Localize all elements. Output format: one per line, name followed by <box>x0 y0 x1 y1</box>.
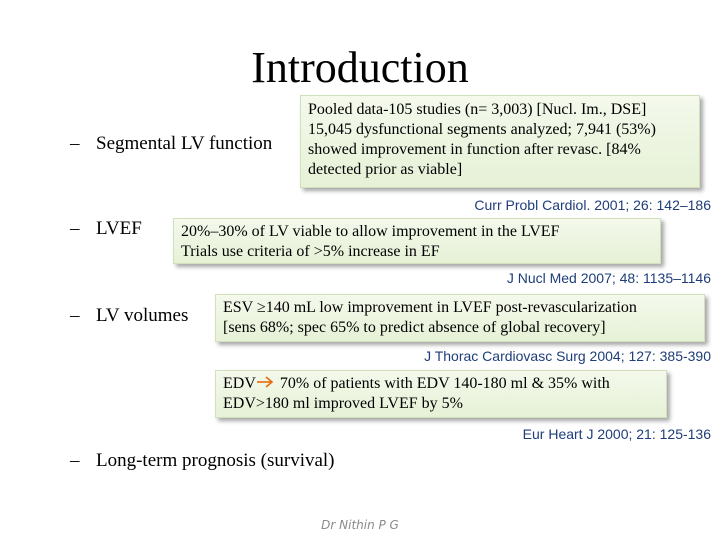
lv-volumes-esv-box: ESV ≥140 mL low improvement in LVEF post… <box>215 294 705 342</box>
edv-text: 70% of patients with EDV 140-180 ml & 35… <box>275 375 610 392</box>
bullet-dash: – <box>70 305 80 326</box>
citation-eur-heart-j: Eur Heart J 2000; 21: 125-136 <box>522 426 711 442</box>
bullet-label: Segmental LV function <box>96 133 273 154</box>
bullet-lvef: – LVEF <box>70 218 142 240</box>
slide-title: Introduction <box>251 43 469 92</box>
box-line: EDV 70% of patients with EDV 140-180 ml … <box>223 374 659 394</box>
bullet-label: LVEF <box>96 218 142 239</box>
citation-j-nucl-med: J Nucl Med 2007; 48: 1135–1146 <box>506 270 711 286</box>
slide-footer: Dr Nithin P G <box>321 518 399 532</box>
bullet-segmental-lv-function: – Segmental LV function <box>70 133 272 155</box>
citation-curr-probl-cardiol: Curr Probl Cardiol. 2001; 26: 142–186 <box>474 197 711 213</box>
segmental-lv-function-box: Pooled data-105 studies (n= 3,003) [Nucl… <box>300 95 700 188</box>
box-line: EDV>180 ml improved LVEF by 5% <box>223 395 463 412</box>
right-arrow-icon <box>256 375 276 389</box>
box-line: [sens 68%; spec 65% to predict absence o… <box>223 319 606 336</box>
box-line: showed improvement in function after rev… <box>308 141 641 158</box>
citation-j-thorac-cardiovasc-surg: J Thorac Cardiovasc Surg 2004; 127: 385-… <box>424 348 711 364</box>
box-line: Pooled data-105 studies (n= 3,003) [Nucl… <box>308 101 647 118</box>
bullet-long-term-prognosis: – Long-term prognosis (survival) <box>70 450 335 472</box>
bullet-dash: – <box>70 133 80 154</box>
lvef-box: 20%–30% of LV viable to allow improvemen… <box>173 218 661 264</box>
bullet-lv-volumes: – LV volumes <box>70 305 188 327</box>
bullet-dash: – <box>70 450 80 471</box>
box-line: Trials use criteria of >5% increase in E… <box>181 243 440 260</box>
bullet-label: LV volumes <box>96 305 189 326</box>
box-line: 20%–30% of LV viable to allow improvemen… <box>181 223 560 240</box>
edv-label: EDV <box>223 375 256 392</box>
box-line: 15,045 dysfunctional segments analyzed; … <box>308 121 656 138</box>
bullet-dash: – <box>70 218 80 239</box>
box-line: ESV ≥140 mL low improvement in LVEF post… <box>223 299 637 316</box>
lv-volumes-edv-box: EDV 70% of patients with EDV 140-180 ml … <box>215 370 667 418</box>
bullet-label: Long-term prognosis (survival) <box>96 450 335 471</box>
box-line: detected prior as viable] <box>308 161 463 178</box>
